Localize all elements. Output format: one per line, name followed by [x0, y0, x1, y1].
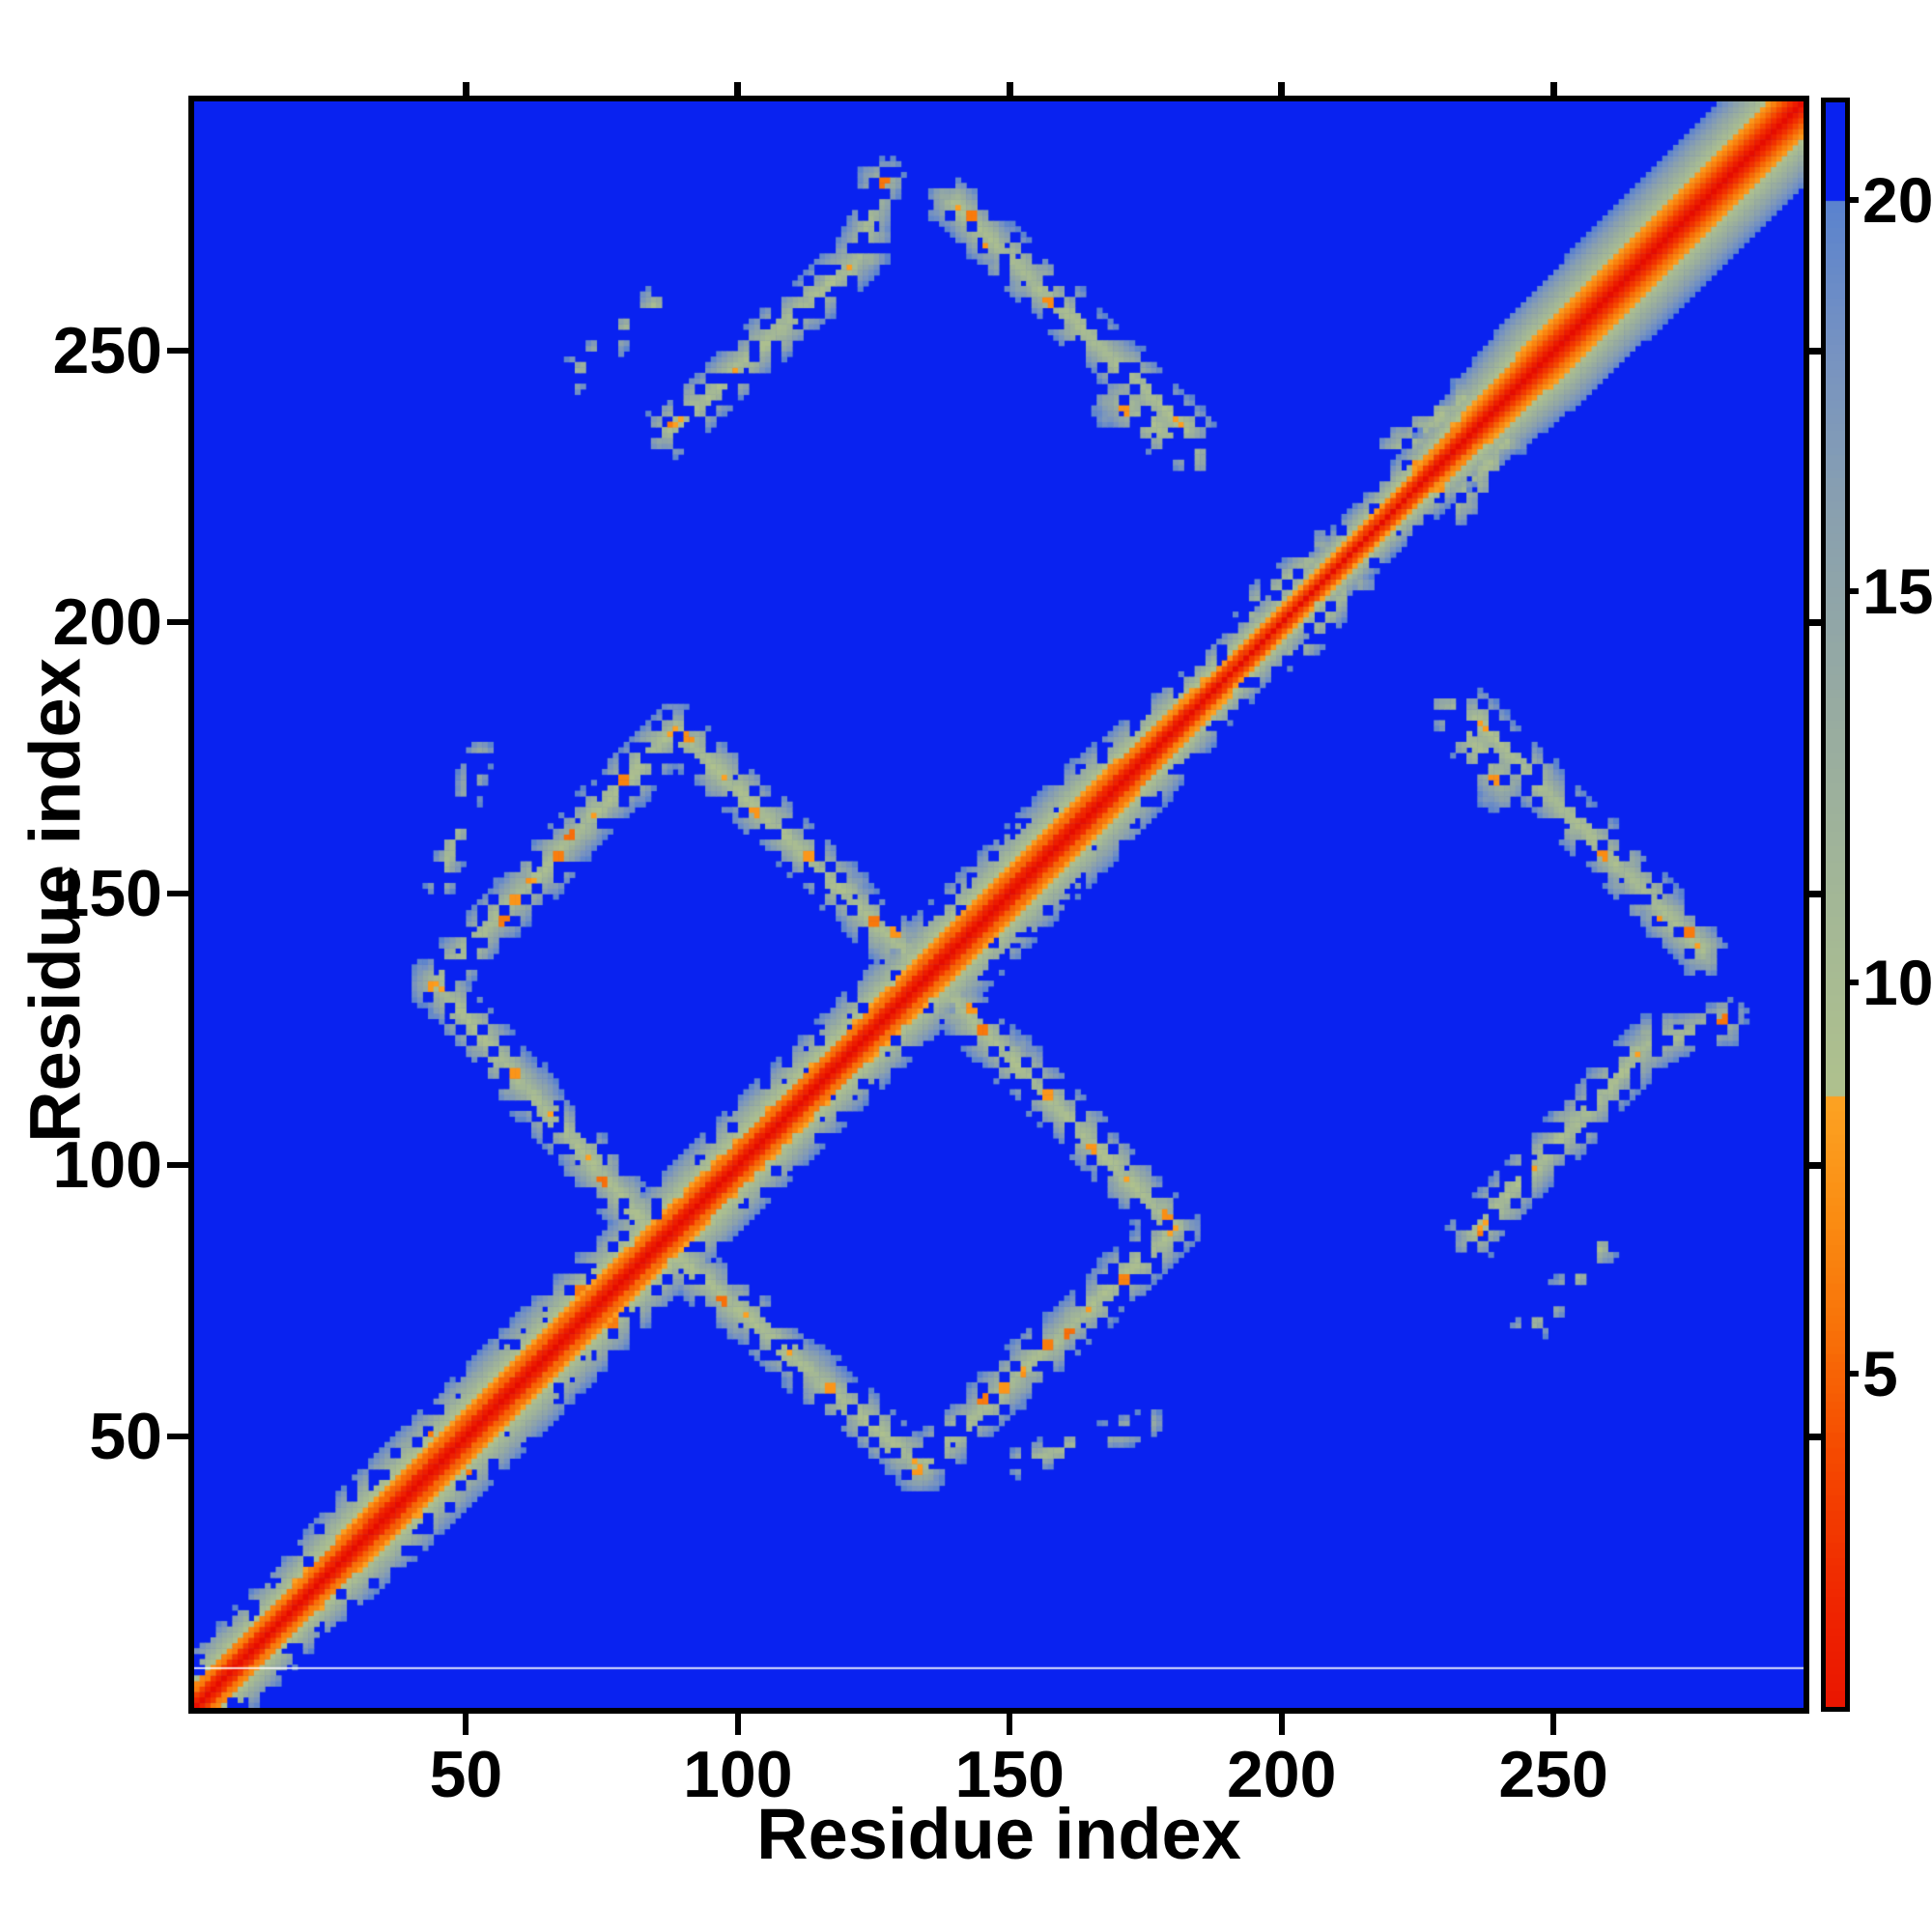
colorbar-tick-label: 5: [1862, 1338, 1898, 1409]
plot-frame: [188, 96, 1809, 1714]
x-tick-top: [1006, 82, 1013, 96]
colorbar-frame: [1821, 98, 1850, 1712]
x-tick-label: 250: [1498, 1738, 1608, 1811]
y-tick-right: [1809, 618, 1823, 626]
x-tick-top: [1278, 82, 1286, 96]
y-tick-label: 250: [52, 314, 162, 388]
y-tick-left: [167, 1434, 188, 1440]
y-tick-label: 100: [52, 1128, 162, 1203]
y-tick-left: [167, 1162, 188, 1169]
y-tick-right: [1809, 347, 1823, 355]
x-tick-label: 150: [954, 1738, 1065, 1811]
x-tick-bottom: [1007, 1714, 1013, 1735]
colorbar-tick-label: 15: [1862, 555, 1932, 627]
x-tick-bottom: [463, 1714, 469, 1735]
y-tick-left: [167, 891, 188, 897]
colorbar-tick-label: 10: [1862, 947, 1932, 1018]
y-tick-right: [1809, 1433, 1823, 1440]
x-tick-top: [734, 82, 742, 96]
x-tick-top: [462, 82, 469, 96]
colorbar-tick: [1846, 197, 1859, 203]
y-tick-label: 150: [52, 857, 162, 931]
y-tick-label: 200: [52, 585, 162, 660]
y-tick-label: 50: [89, 1400, 162, 1474]
x-tick-top: [1549, 82, 1557, 96]
x-tick-bottom: [734, 1714, 741, 1735]
x-axis-title: Residue index: [756, 1794, 1241, 1874]
x-tick-bottom: [1550, 1714, 1557, 1735]
x-tick-label: 50: [429, 1738, 503, 1811]
colorbar-gradient: [1826, 102, 1845, 1707]
x-tick-bottom: [1278, 1714, 1285, 1735]
x-tick-label: 200: [1226, 1738, 1337, 1811]
distance-matrix-heatmap: [194, 101, 1804, 1708]
colorbar-tick-label: 20: [1862, 164, 1932, 236]
x-tick-label: 100: [683, 1738, 793, 1811]
y-tick-right: [1809, 890, 1823, 897]
y-tick-left: [167, 348, 188, 355]
colorbar-tick: [1846, 980, 1859, 985]
y-axis-title: Residue index: [14, 658, 96, 1143]
colorbar-tick: [1846, 588, 1859, 594]
colorbar-tick: [1846, 1371, 1859, 1377]
y-tick-left: [167, 619, 188, 626]
y-tick-right: [1809, 1161, 1823, 1169]
